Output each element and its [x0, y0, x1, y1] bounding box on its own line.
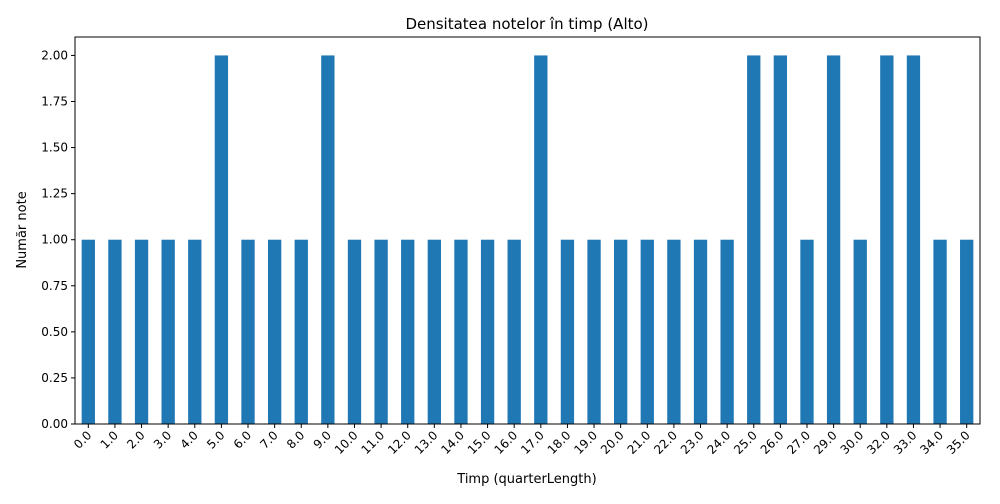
x-tick-label: 20.0 [598, 428, 627, 457]
y-tick-label: 1.25 [41, 187, 68, 201]
bar [853, 239, 867, 424]
x-tick-label: 34.0 [917, 428, 946, 457]
x-tick-label: 18.0 [545, 428, 574, 457]
x-tick-label: 22.0 [651, 428, 680, 457]
bar [534, 55, 548, 425]
x-tick-label: 17.0 [518, 428, 547, 457]
x-tick-label: 11.0 [358, 428, 387, 457]
bar [693, 239, 708, 424]
x-tick-label: 6.0 [231, 428, 254, 451]
x-tick-label: 33.0 [891, 428, 920, 457]
bar [747, 55, 761, 425]
x-tick-label: 25.0 [731, 428, 760, 457]
x-tick-label: 35.0 [944, 428, 973, 457]
bar [587, 239, 601, 424]
y-tick-label: 1.00 [41, 233, 68, 247]
bar [560, 239, 575, 424]
bar [427, 239, 441, 424]
bars [81, 55, 974, 425]
x-tick-label: 0.0 [71, 428, 94, 451]
x-tick-label: 7.0 [257, 428, 280, 451]
x-tick-label: 19.0 [571, 428, 600, 457]
bar [667, 239, 681, 424]
bar [321, 55, 335, 425]
y-tick-label: 0.00 [41, 417, 68, 431]
x-tick-label: 27.0 [784, 428, 813, 457]
x-tick-label: 23.0 [678, 428, 707, 457]
y-tick-label: 0.75 [41, 279, 68, 293]
x-tick-label: 14.0 [438, 428, 467, 457]
plot-frame [74, 36, 981, 425]
bar [640, 239, 654, 424]
bar [347, 239, 362, 424]
bar [108, 239, 122, 424]
bar [241, 239, 255, 424]
bar [800, 239, 814, 424]
bar [401, 239, 415, 424]
x-tick-label: 29.0 [811, 428, 840, 457]
bar [188, 239, 202, 424]
x-tick-label: 5.0 [204, 428, 227, 451]
bar [454, 239, 468, 424]
y-tick-label: 1.50 [41, 141, 68, 155]
bar [720, 239, 734, 424]
x-tick-label: 24.0 [704, 428, 733, 457]
bar [214, 55, 229, 425]
bar [507, 239, 521, 424]
bar [374, 239, 388, 424]
bar [933, 239, 947, 424]
x-tick-label: 4.0 [177, 428, 200, 451]
x-tick-label: 3.0 [151, 428, 174, 451]
x-tick-label: 12.0 [385, 428, 414, 457]
chart-title: Densitatea notelor în timp (Alto) [405, 15, 648, 33]
bar [134, 239, 149, 424]
x-tick-label: 10.0 [332, 428, 361, 457]
x-tick-label: 8.0 [284, 428, 307, 451]
x-tick-label: 26.0 [758, 428, 787, 457]
x-tick-label: 32.0 [864, 428, 893, 457]
bar [826, 55, 841, 425]
x-tick-label: 30.0 [838, 428, 867, 457]
bar [81, 239, 95, 424]
bar [614, 239, 628, 424]
bar [906, 55, 921, 425]
y-tick-label: 0.25 [41, 371, 68, 385]
x-axis-ticks: 0.0 1.0 2.0 3.0 4.0 5.0 6.0 7.0 8.0 9.010.011.012… [71, 424, 973, 457]
x-axis-label: Timp (quarterLength) [456, 472, 596, 487]
y-tick-label: 1.75 [41, 95, 68, 109]
x-tick-label: 15.0 [465, 428, 494, 457]
x-tick-label: 13.0 [412, 428, 441, 457]
bar [294, 239, 308, 424]
x-tick-label: 16.0 [492, 428, 521, 457]
bar [880, 55, 894, 425]
x-tick-label: 21.0 [625, 428, 654, 457]
bar [480, 239, 495, 424]
x-tick-label: 1.0 [98, 428, 121, 451]
bar [161, 239, 175, 424]
x-tick-label: 9.0 [311, 428, 334, 451]
y-tick-label: 0.50 [41, 325, 68, 339]
y-axis-label: Număr note [15, 191, 30, 268]
bar [960, 239, 974, 424]
bar [267, 239, 282, 424]
bar [773, 55, 788, 425]
y-tick-label: 2.00 [41, 48, 68, 62]
x-tick-label: 2.0 [124, 428, 147, 451]
y-axis-ticks: 0.00 0.25 0.50 0.75 1.00 1.25 1.50 1.75 2.00 [41, 48, 75, 431]
